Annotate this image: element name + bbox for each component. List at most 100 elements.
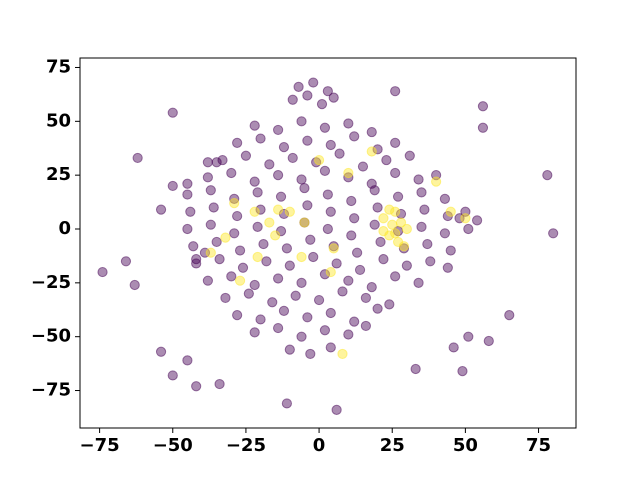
- y-tick-label: −75: [31, 380, 71, 401]
- point: [202, 275, 213, 286]
- point: [278, 142, 290, 153]
- point: [366, 126, 377, 138]
- point: [422, 238, 433, 250]
- point: [322, 86, 333, 97]
- point: [188, 241, 199, 252]
- point: [284, 206, 295, 217]
- point: [445, 206, 456, 217]
- point: [214, 254, 225, 265]
- point: [390, 271, 401, 282]
- point: [185, 206, 196, 217]
- plot-frame: [79, 57, 577, 429]
- point: [120, 256, 132, 267]
- point: [208, 202, 219, 213]
- point: [369, 219, 380, 230]
- point: [284, 344, 295, 355]
- point: [308, 251, 319, 263]
- point: [439, 193, 451, 204]
- point: [378, 226, 389, 237]
- point: [390, 86, 401, 97]
- point: [270, 230, 281, 241]
- point: [331, 404, 342, 416]
- point: [325, 266, 336, 278]
- point: [234, 275, 246, 286]
- point: [249, 279, 260, 291]
- point: [354, 264, 366, 276]
- point: [387, 219, 398, 230]
- point: [398, 241, 410, 252]
- point: [302, 135, 313, 146]
- point: [273, 322, 284, 334]
- point: [237, 262, 249, 273]
- point: [308, 77, 319, 88]
- point: [378, 213, 389, 224]
- plot-points: [97, 77, 559, 416]
- point: [264, 217, 275, 228]
- point: [349, 131, 360, 142]
- point: [372, 202, 383, 213]
- point: [191, 254, 202, 265]
- point: [296, 116, 307, 127]
- point: [313, 294, 325, 306]
- point: [319, 122, 331, 133]
- point: [384, 299, 395, 310]
- point: [390, 167, 401, 179]
- point: [343, 167, 354, 179]
- point: [155, 204, 167, 215]
- point: [252, 251, 263, 263]
- x-tick-label: 0: [313, 435, 326, 456]
- point: [234, 245, 246, 256]
- point: [252, 221, 263, 232]
- point: [240, 150, 252, 161]
- point: [261, 256, 272, 267]
- point: [337, 286, 348, 297]
- point: [249, 120, 260, 131]
- point: [381, 154, 392, 166]
- point: [182, 355, 193, 366]
- point: [97, 266, 108, 278]
- point: [255, 314, 266, 325]
- y-tick-label: −50: [31, 326, 71, 347]
- x-tick-label: −50: [153, 435, 193, 456]
- point: [191, 381, 202, 392]
- point: [360, 320, 371, 332]
- point: [249, 206, 260, 217]
- point: [322, 189, 333, 200]
- point: [325, 139, 336, 151]
- point: [243, 288, 254, 299]
- point: [255, 133, 266, 144]
- point: [232, 310, 243, 321]
- point: [384, 204, 395, 215]
- point: [322, 223, 333, 235]
- point: [296, 174, 307, 185]
- point: [360, 292, 371, 304]
- y-tick-label: 0: [58, 218, 71, 239]
- point: [264, 159, 275, 170]
- point: [281, 398, 292, 409]
- point: [328, 243, 339, 254]
- point: [305, 234, 316, 245]
- point: [255, 204, 266, 215]
- point: [284, 260, 295, 271]
- point: [343, 275, 354, 286]
- point: [457, 366, 468, 377]
- point: [211, 236, 222, 248]
- point: [325, 342, 336, 353]
- point: [182, 223, 193, 235]
- point: [226, 271, 237, 282]
- point: [305, 348, 316, 360]
- point: [416, 187, 427, 198]
- point: [413, 174, 424, 185]
- point: [319, 325, 331, 336]
- point: [220, 292, 231, 304]
- point: [548, 228, 559, 239]
- point: [258, 238, 269, 250]
- point: [226, 167, 237, 179]
- point: [296, 277, 307, 288]
- point: [229, 228, 240, 239]
- point: [404, 150, 415, 161]
- point: [325, 307, 336, 319]
- point: [369, 185, 380, 196]
